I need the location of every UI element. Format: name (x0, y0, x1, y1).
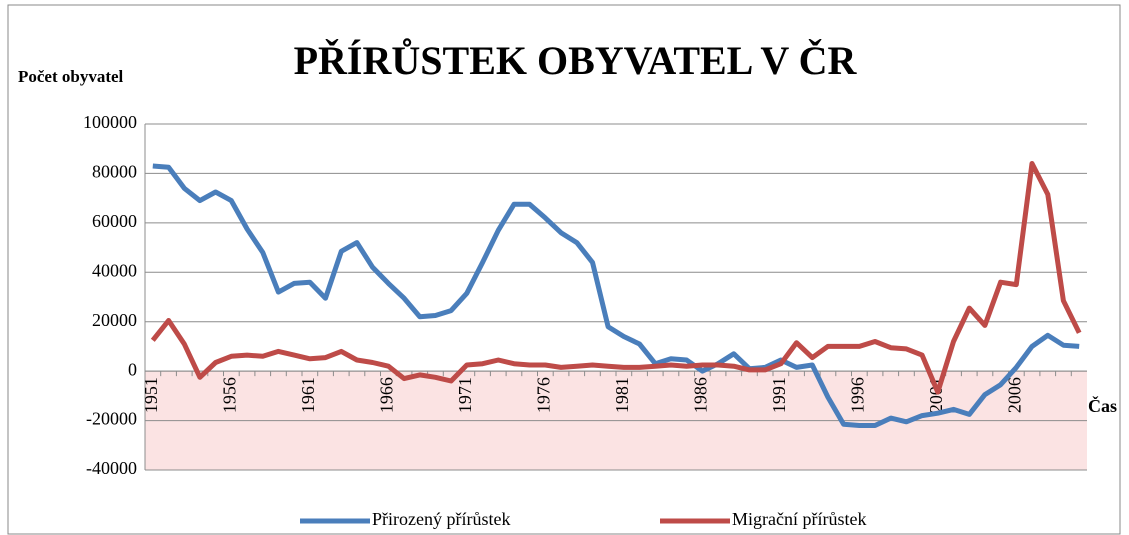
x-tick-label: 1986 (690, 377, 710, 413)
x-tick-label: 1961 (298, 377, 318, 413)
y-tick-label: -40000 (86, 458, 137, 478)
y-tick-label: 100000 (83, 112, 137, 132)
legend-label: Přirozený přírůstek (372, 509, 510, 529)
x-tick-label: 1976 (533, 377, 553, 413)
y-tick-label: 80000 (92, 162, 137, 182)
x-tick-label: 1956 (219, 377, 239, 413)
legend-label: Migrační přírůstek (732, 509, 866, 529)
y-tick-label: 60000 (92, 211, 137, 231)
series-line (152, 163, 1080, 428)
x-tick-label: 1971 (455, 377, 475, 413)
y-tick-label: 0 (128, 359, 137, 379)
x-tick-label: 1981 (612, 377, 632, 413)
x-tick-label: 1996 (847, 377, 867, 413)
y-axis-label: Počet obyvatel (18, 67, 124, 86)
x-tick-label: 1991 (769, 377, 789, 413)
x-tick-label: 1966 (376, 377, 396, 413)
y-tick-label: 40000 (92, 260, 137, 280)
x-tick-label: 2006 (1004, 377, 1024, 413)
plot-area: -40000 -20000 0 20000 40000 60000 80000 100000 1… (83, 112, 1087, 478)
series-line (150, 161, 1082, 395)
x-axis-label: Čas (1088, 395, 1117, 416)
y-tick-label: 20000 (92, 310, 137, 330)
chart-title: PŘÍRŮSTEK OBYVATEL V ČR (294, 37, 858, 83)
x-tick-label: 1951 (141, 377, 161, 413)
y-tick-label: -20000 (86, 409, 137, 429)
